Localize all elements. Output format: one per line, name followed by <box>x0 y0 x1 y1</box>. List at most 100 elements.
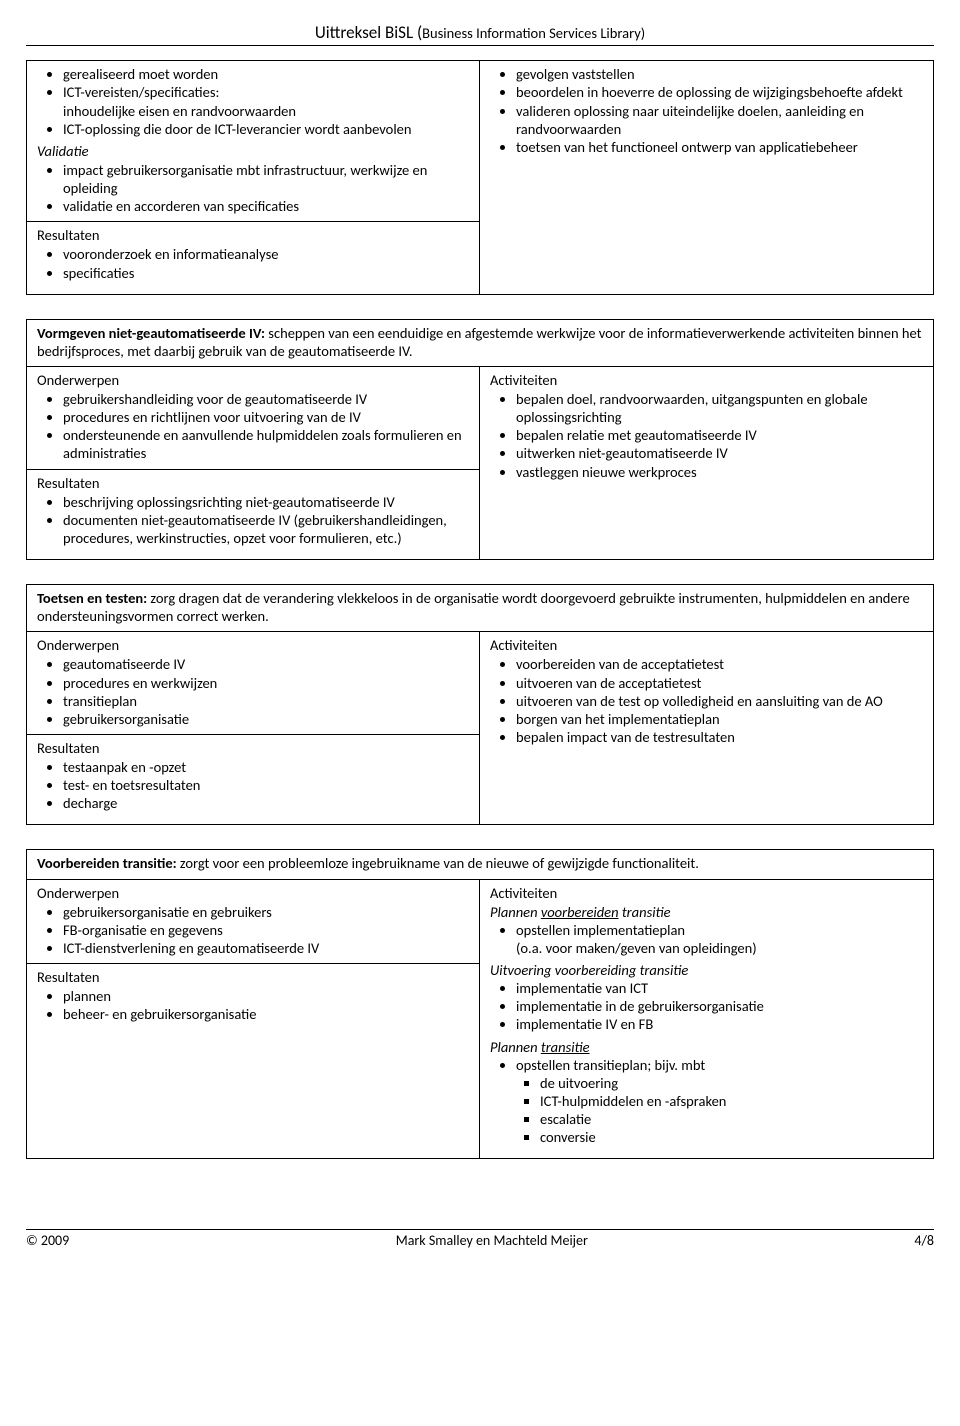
list-item: specificaties <box>63 264 469 282</box>
activiteiten-head: Activiteiten <box>490 636 923 654</box>
box-1: gerealiseerd moet worden ICT-vereisten/s… <box>26 60 934 294</box>
list-item: conversie <box>540 1128 923 1146</box>
group-head-3: Plannen transitie <box>490 1038 923 1056</box>
list-item: beheer- en gebruikersorganisatie <box>63 1005 469 1023</box>
footer-center: Mark Smalley en Machteld Meijer <box>396 1232 588 1250</box>
box-2: Vormgeven niet-geautomatiseerde IV: sche… <box>26 319 934 560</box>
resultaten-head: Resultaten <box>37 474 469 492</box>
activiteiten-head: Activiteiten <box>490 884 923 902</box>
box3-header-bold: Toetsen en testen: <box>37 589 147 607</box>
box4-header-bold: Voorbereiden transitie: <box>37 854 177 872</box>
list-item: toetsen van het functioneel ontwerp van … <box>516 138 923 156</box>
list-item: geautomatiseerde IV <box>63 655 469 673</box>
box4-g3-sublist: de uitvoering ICT-hulpmiddelen en -afspr… <box>516 1074 923 1147</box>
list-item: plannen <box>63 987 469 1005</box>
group-head-1: Plannen voorbereiden transitie <box>490 903 923 921</box>
list-item: implementatie IV en FB <box>516 1015 923 1033</box>
divider <box>27 963 479 964</box>
footer-right: 4/8 <box>914 1232 934 1250</box>
box1-right-list: gevolgen vaststellen beoordelen in hoeve… <box>490 65 923 156</box>
list-item: gebruikersorganisatie en gebruikers <box>63 903 469 921</box>
box1-res-list: vooronderzoek en informatieanalyse speci… <box>37 245 469 281</box>
list-item: gerealiseerd moet worden <box>63 65 469 83</box>
box3-res-list: testaanpak en -opzet test- en toetsresul… <box>37 758 469 812</box>
list-item: vastleggen nieuwe werkproces <box>516 463 923 481</box>
title-main: Uittreksel BiSL ( <box>315 22 422 43</box>
box3-header-rest: zorg dragen dat de verandering vlekkeloo… <box>37 589 910 625</box>
validatie-head: Validatie <box>37 142 469 160</box>
list-item: uitvoeren van de test op volledigheid en… <box>516 692 923 710</box>
divider <box>27 734 479 735</box>
footer-left: © 2009 <box>26 1232 69 1250</box>
group-head-2: Uitvoering voorbereiding transitie <box>490 961 923 979</box>
list-item: ICT-hulpmiddelen en -afspraken <box>540 1092 923 1110</box>
list-item: valideren oplossing naar uiteindelijke d… <box>516 102 923 138</box>
box2-left: Onderwerpen gebruikershandleiding voor d… <box>27 367 480 559</box>
page-title: Uittreksel BiSL (Business Information Se… <box>26 22 934 43</box>
box4-g3-list: opstellen transitieplan; bijv. mbt de ui… <box>490 1056 923 1147</box>
box4-header: Voorbereiden transitie: zorgt voor een p… <box>27 850 933 879</box>
list-item: transitieplan <box>63 692 469 710</box>
list-item: implementatie in de gebruikersorganisati… <box>516 997 923 1015</box>
box4-g2-list: implementatie van ICT implementatie in d… <box>490 979 923 1033</box>
list-item: uitwerken niet-geautomatiseerde IV <box>516 444 923 462</box>
box2-header: Vormgeven niet-geautomatiseerde IV: sche… <box>27 320 933 367</box>
box3-right-list: voorbereiden van de acceptatietest uitvo… <box>490 655 923 746</box>
box2-res-list: beschrijving oplossingsrichting niet-gea… <box>37 493 469 547</box>
list-item: bepalen impact van de testresultaten <box>516 728 923 746</box>
box4-res-list: plannen beheer- en gebruikersorganisatie <box>37 987 469 1023</box>
box4-left-list: gebruikersorganisatie en gebruikers FB-o… <box>37 903 469 957</box>
list-item: voorbereiden van de acceptatietest <box>516 655 923 673</box>
box1-left: gerealiseerd moet worden ICT-vereisten/s… <box>27 61 480 293</box>
list-item: bepalen relatie met geautomatiseerde IV <box>516 426 923 444</box>
list-item: ICT-dienstverlening en geautomatiseerde … <box>63 939 469 957</box>
list-item: borgen van het implementatieplan <box>516 710 923 728</box>
resultaten-head: Resultaten <box>37 739 469 757</box>
divider <box>27 221 479 222</box>
list-item: procedures en richtlijnen voor uitvoerin… <box>63 408 469 426</box>
box-3: Toetsen en testen: zorg dragen dat de ve… <box>26 584 934 825</box>
resultaten-head: Resultaten <box>37 968 469 986</box>
list-item: validatie en accorderen van specificatie… <box>63 197 469 215</box>
box1-left-list: gerealiseerd moet worden ICT-vereisten/s… <box>37 65 469 138</box>
box4-g1-list: opstellen implementatieplan (o.a. voor m… <box>490 921 923 957</box>
list-item: opstellen implementatieplan (o.a. voor m… <box>516 921 923 957</box>
activiteiten-head: Activiteiten <box>490 371 923 389</box>
list-item: gebruikershandleiding voor de geautomati… <box>63 390 469 408</box>
onderwerpen-head: Onderwerpen <box>37 371 469 389</box>
list-item: de uitvoering <box>540 1074 923 1092</box>
list-item: documenten niet-geautomatiseerde IV (geb… <box>63 511 469 547</box>
box2-left-list: gebruikershandleiding voor de geautomati… <box>37 390 469 463</box>
list-item: impact gebruikersorganisatie mbt infrast… <box>63 161 469 197</box>
list-item: ondersteunende en aanvullende hulpmiddel… <box>63 426 469 462</box>
list-item: bepalen doel, randvoorwaarden, uitgangsp… <box>516 390 923 426</box>
list-item: implementatie van ICT <box>516 979 923 997</box>
box1-validatie-list: impact gebruikersorganisatie mbt infrast… <box>37 161 469 215</box>
list-item: gevolgen vaststellen <box>516 65 923 83</box>
box4-left: Onderwerpen gebruikersorganisatie en geb… <box>27 880 480 1159</box>
list-item: beschrijving oplossingsrichting niet-gea… <box>63 493 469 511</box>
box1-right: gevolgen vaststellen beoordelen in hoeve… <box>480 61 933 293</box>
box3-left-list: geautomatiseerde IV procedures en werkwi… <box>37 655 469 728</box>
list-item: opstellen transitieplan; bijv. mbt de ui… <box>516 1056 923 1147</box>
list-item: procedures en werkwijzen <box>63 674 469 692</box>
divider <box>27 469 479 470</box>
box-4: Voorbereiden transitie: zorgt voor een p… <box>26 849 934 1159</box>
list-item: test- en toetsresultaten <box>63 776 469 794</box>
list-item: ICT-vereisten/specificaties: inhoudelijk… <box>63 83 469 119</box>
list-item: gebruikersorganisatie <box>63 710 469 728</box>
list-item: FB-organisatie en gegevens <box>63 921 469 939</box>
box2-right: Activiteiten bepalen doel, randvoorwaard… <box>480 367 933 559</box>
onderwerpen-head: Onderwerpen <box>37 884 469 902</box>
box3-header: Toetsen en testen: zorg dragen dat de ve… <box>27 585 933 632</box>
list-item: testaanpak en -opzet <box>63 758 469 776</box>
footer: © 2009 Mark Smalley en Machteld Meijer 4… <box>26 1229 934 1250</box>
box3-right: Activiteiten voorbereiden van de accepta… <box>480 632 933 824</box>
box4-right: Activiteiten Plannen voorbereiden transi… <box>480 880 933 1159</box>
list-item: beoordelen in hoeverre de oplossing de w… <box>516 83 923 101</box>
title-sub: Business Information Services Library) <box>422 24 645 42</box>
footer-rule <box>26 1229 934 1230</box>
list-item: escalatie <box>540 1110 923 1128</box>
list-item: ICT-oplossing die door de ICT-leverancie… <box>63 120 469 138</box>
resultaten-head: Resultaten <box>37 226 469 244</box>
